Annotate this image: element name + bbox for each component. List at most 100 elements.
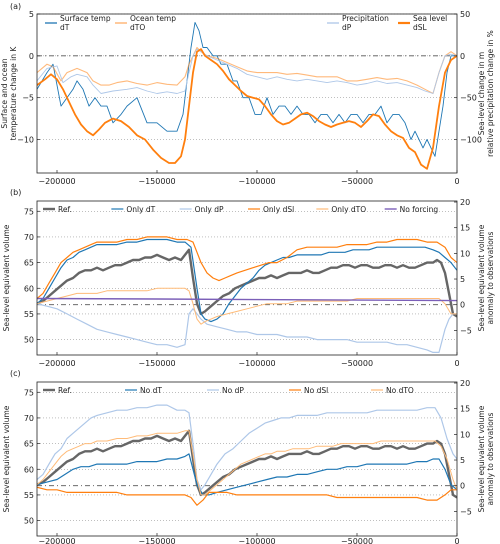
- legend-label: Sea level: [413, 14, 447, 23]
- y2-axis-label: anomaly to observations: [486, 231, 495, 324]
- y2-tick-label: 5: [460, 456, 465, 465]
- x-tick-label: −150000: [138, 359, 175, 368]
- series-line-no-dto: [37, 430, 457, 496]
- series-group: [37, 21, 457, 170]
- x-tick-label: −50000: [341, 359, 373, 368]
- series-line-precipitation: [37, 48, 457, 94]
- y2-tick-label: −5: [460, 326, 472, 335]
- series-line-only-dto: [37, 287, 457, 325]
- y2-tick-label: 20: [460, 379, 470, 388]
- y2-tick-label: 0: [460, 301, 465, 310]
- x-tick-label: −100000: [238, 537, 275, 544]
- legend-label: Only dTO: [331, 205, 366, 214]
- x-tick-label: 0: [454, 359, 459, 368]
- y2-tick-label: 10: [460, 249, 470, 258]
- y-tick-label: 0: [29, 52, 34, 61]
- x-tick-label: −150000: [138, 177, 175, 186]
- legend-label: dT: [60, 23, 70, 32]
- series-line-only-dp: [37, 303, 457, 353]
- y-tick-label: 50: [24, 517, 34, 526]
- y-axis-label: Surface and ocean: [0, 58, 9, 128]
- legend-label: No forcing: [400, 205, 439, 214]
- legend-label: dP: [342, 23, 352, 32]
- y2-axis-label: Sea-level equivalent volume: [477, 405, 486, 512]
- x-tick-label: −200000: [38, 359, 75, 368]
- legend-label: No dTO: [386, 386, 414, 395]
- y2-tick-label: 50: [460, 10, 470, 19]
- series-line-no-dsl: [37, 486, 457, 506]
- legend-label: Only dSl: [263, 205, 294, 214]
- x-tick-label: −150000: [138, 537, 175, 544]
- panel-label: (b): [10, 188, 21, 197]
- y-tick-label: 65: [24, 259, 34, 268]
- panel-b: (b)−200000 −150000 −100000 −50000 0505560657…: [2, 188, 495, 368]
- y2-tick-label: 20: [460, 198, 470, 207]
- y2-tick-label: 10: [460, 430, 470, 439]
- y-tick-label: −5: [22, 94, 34, 103]
- series-line-ref-: [37, 429, 457, 499]
- series-line-only-dt: [37, 238, 457, 323]
- y-axis-label: Sea-level equivalent volume: [2, 224, 11, 331]
- y-axis-label: temperature change in K: [9, 46, 18, 141]
- legend-label: Only dP: [195, 205, 224, 214]
- legend-label: dSL: [413, 23, 428, 32]
- y2-axis-label: relative precipitation change in %: [486, 30, 495, 157]
- legend-label: dTO: [130, 23, 145, 32]
- panel-label: (a): [10, 2, 21, 11]
- y2-tick-label: 15: [460, 224, 470, 233]
- legend-label: Surface temp: [60, 14, 111, 23]
- y-tick-label: 60: [24, 284, 34, 293]
- x-tick-label: −100000: [238, 177, 275, 186]
- x-tick-label: −200000: [38, 177, 75, 186]
- series-line-sea-level: [37, 48, 457, 170]
- series-line-no-dp: [37, 404, 457, 491]
- x-tick-label: −100000: [238, 359, 275, 368]
- y-tick-label: 75: [24, 207, 34, 216]
- y-axis-label: Sea-level equivalent volume: [2, 405, 11, 512]
- x-tick-label: −50000: [341, 537, 373, 544]
- x-tick-label: −200000: [38, 537, 75, 544]
- y2-tick-label: −100: [460, 136, 482, 145]
- y-tick-label: 65: [24, 440, 34, 449]
- y2-axis-label: anomaly to observations: [486, 412, 495, 505]
- series-group: [37, 236, 457, 353]
- series-line-surface-temp: [37, 21, 457, 157]
- x-tick-label: 0: [454, 537, 459, 544]
- plot-frame: [36, 200, 458, 356]
- y2-tick-label: 0: [460, 482, 465, 491]
- panel-label: (c): [10, 369, 21, 378]
- x-tick-label: 0: [454, 177, 459, 186]
- series-line-no-forcing: [37, 297, 457, 302]
- series-line-ocean-temp: [37, 46, 457, 95]
- legend-label: Only dT: [126, 205, 155, 214]
- y-tick-label: 5: [29, 10, 34, 19]
- panel-a: (a)−200000 −150000 −100000 −50000 0−10−505−1…: [0, 2, 495, 186]
- y2-tick-label: 15: [460, 405, 470, 414]
- y-tick-label: 70: [24, 414, 34, 423]
- y2-tick-label: −5: [460, 507, 472, 516]
- y-tick-label: 70: [24, 233, 34, 242]
- legend-label: No dSl: [304, 386, 328, 395]
- x-tick-label: −50000: [341, 177, 373, 186]
- y-tick-label: 55: [24, 491, 34, 500]
- legend-label: No dP: [222, 386, 244, 395]
- y2-tick-label: −50: [460, 94, 477, 103]
- y2-tick-label: 0: [460, 52, 465, 61]
- legend-label: No dT: [140, 386, 162, 395]
- y-tick-label: 55: [24, 310, 34, 319]
- y-tick-label: −10: [17, 136, 34, 145]
- legend: Ref. No dT No dP No dSl No dTO: [43, 386, 414, 395]
- y2-axis-label: Sea-level change in m: [477, 52, 486, 135]
- legend-label: Ocean temp: [130, 14, 176, 23]
- y-tick-label: 60: [24, 465, 34, 474]
- plot-frame: [36, 13, 458, 174]
- y-tick-label: 75: [24, 388, 34, 397]
- legend-label: Precipitation: [342, 14, 389, 23]
- y2-tick-label: 5: [460, 275, 465, 284]
- legend: Ref. Only dT Only dP Only dSl Only dTO No for…: [43, 205, 438, 214]
- legend-label: Ref.: [58, 205, 72, 214]
- series-line-no-dt: [37, 453, 457, 496]
- series-group: [37, 404, 457, 506]
